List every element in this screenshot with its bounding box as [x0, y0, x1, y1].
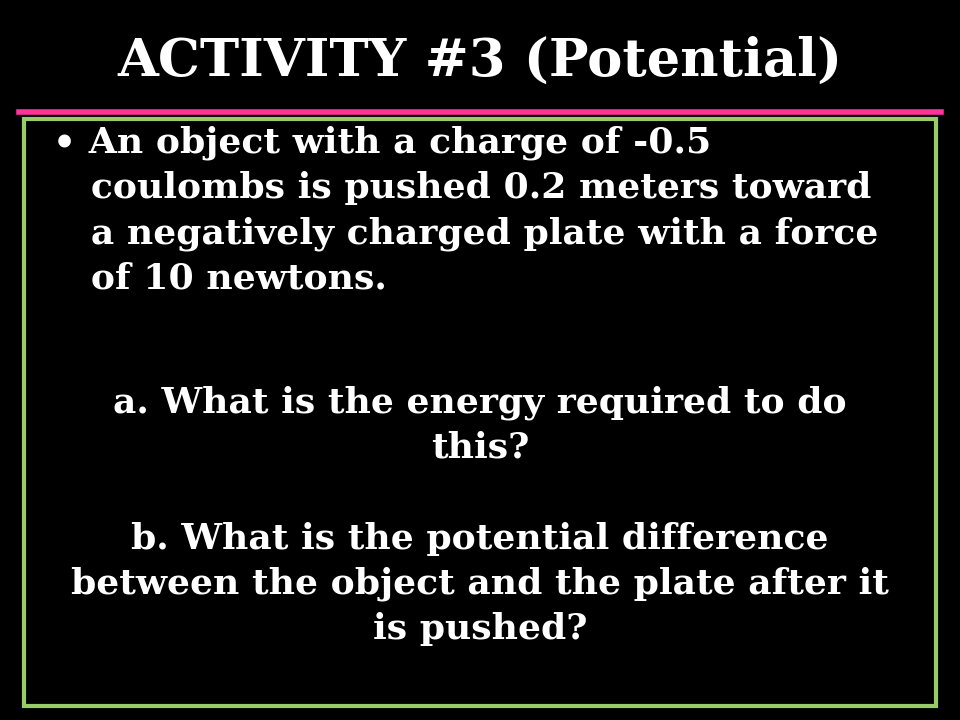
FancyBboxPatch shape: [24, 119, 936, 706]
Text: • An object with a charge of -0.5
   coulombs is pushed 0.2 meters toward
   a n: • An object with a charge of -0.5 coulom…: [53, 126, 878, 295]
Text: ACTIVITY #3 (Potential): ACTIVITY #3 (Potential): [117, 36, 843, 87]
Text: a. What is the energy required to do
this?: a. What is the energy required to do thi…: [113, 385, 847, 464]
Text: b. What is the potential difference
between the object and the plate after it
is: b. What is the potential difference betw…: [71, 522, 889, 646]
